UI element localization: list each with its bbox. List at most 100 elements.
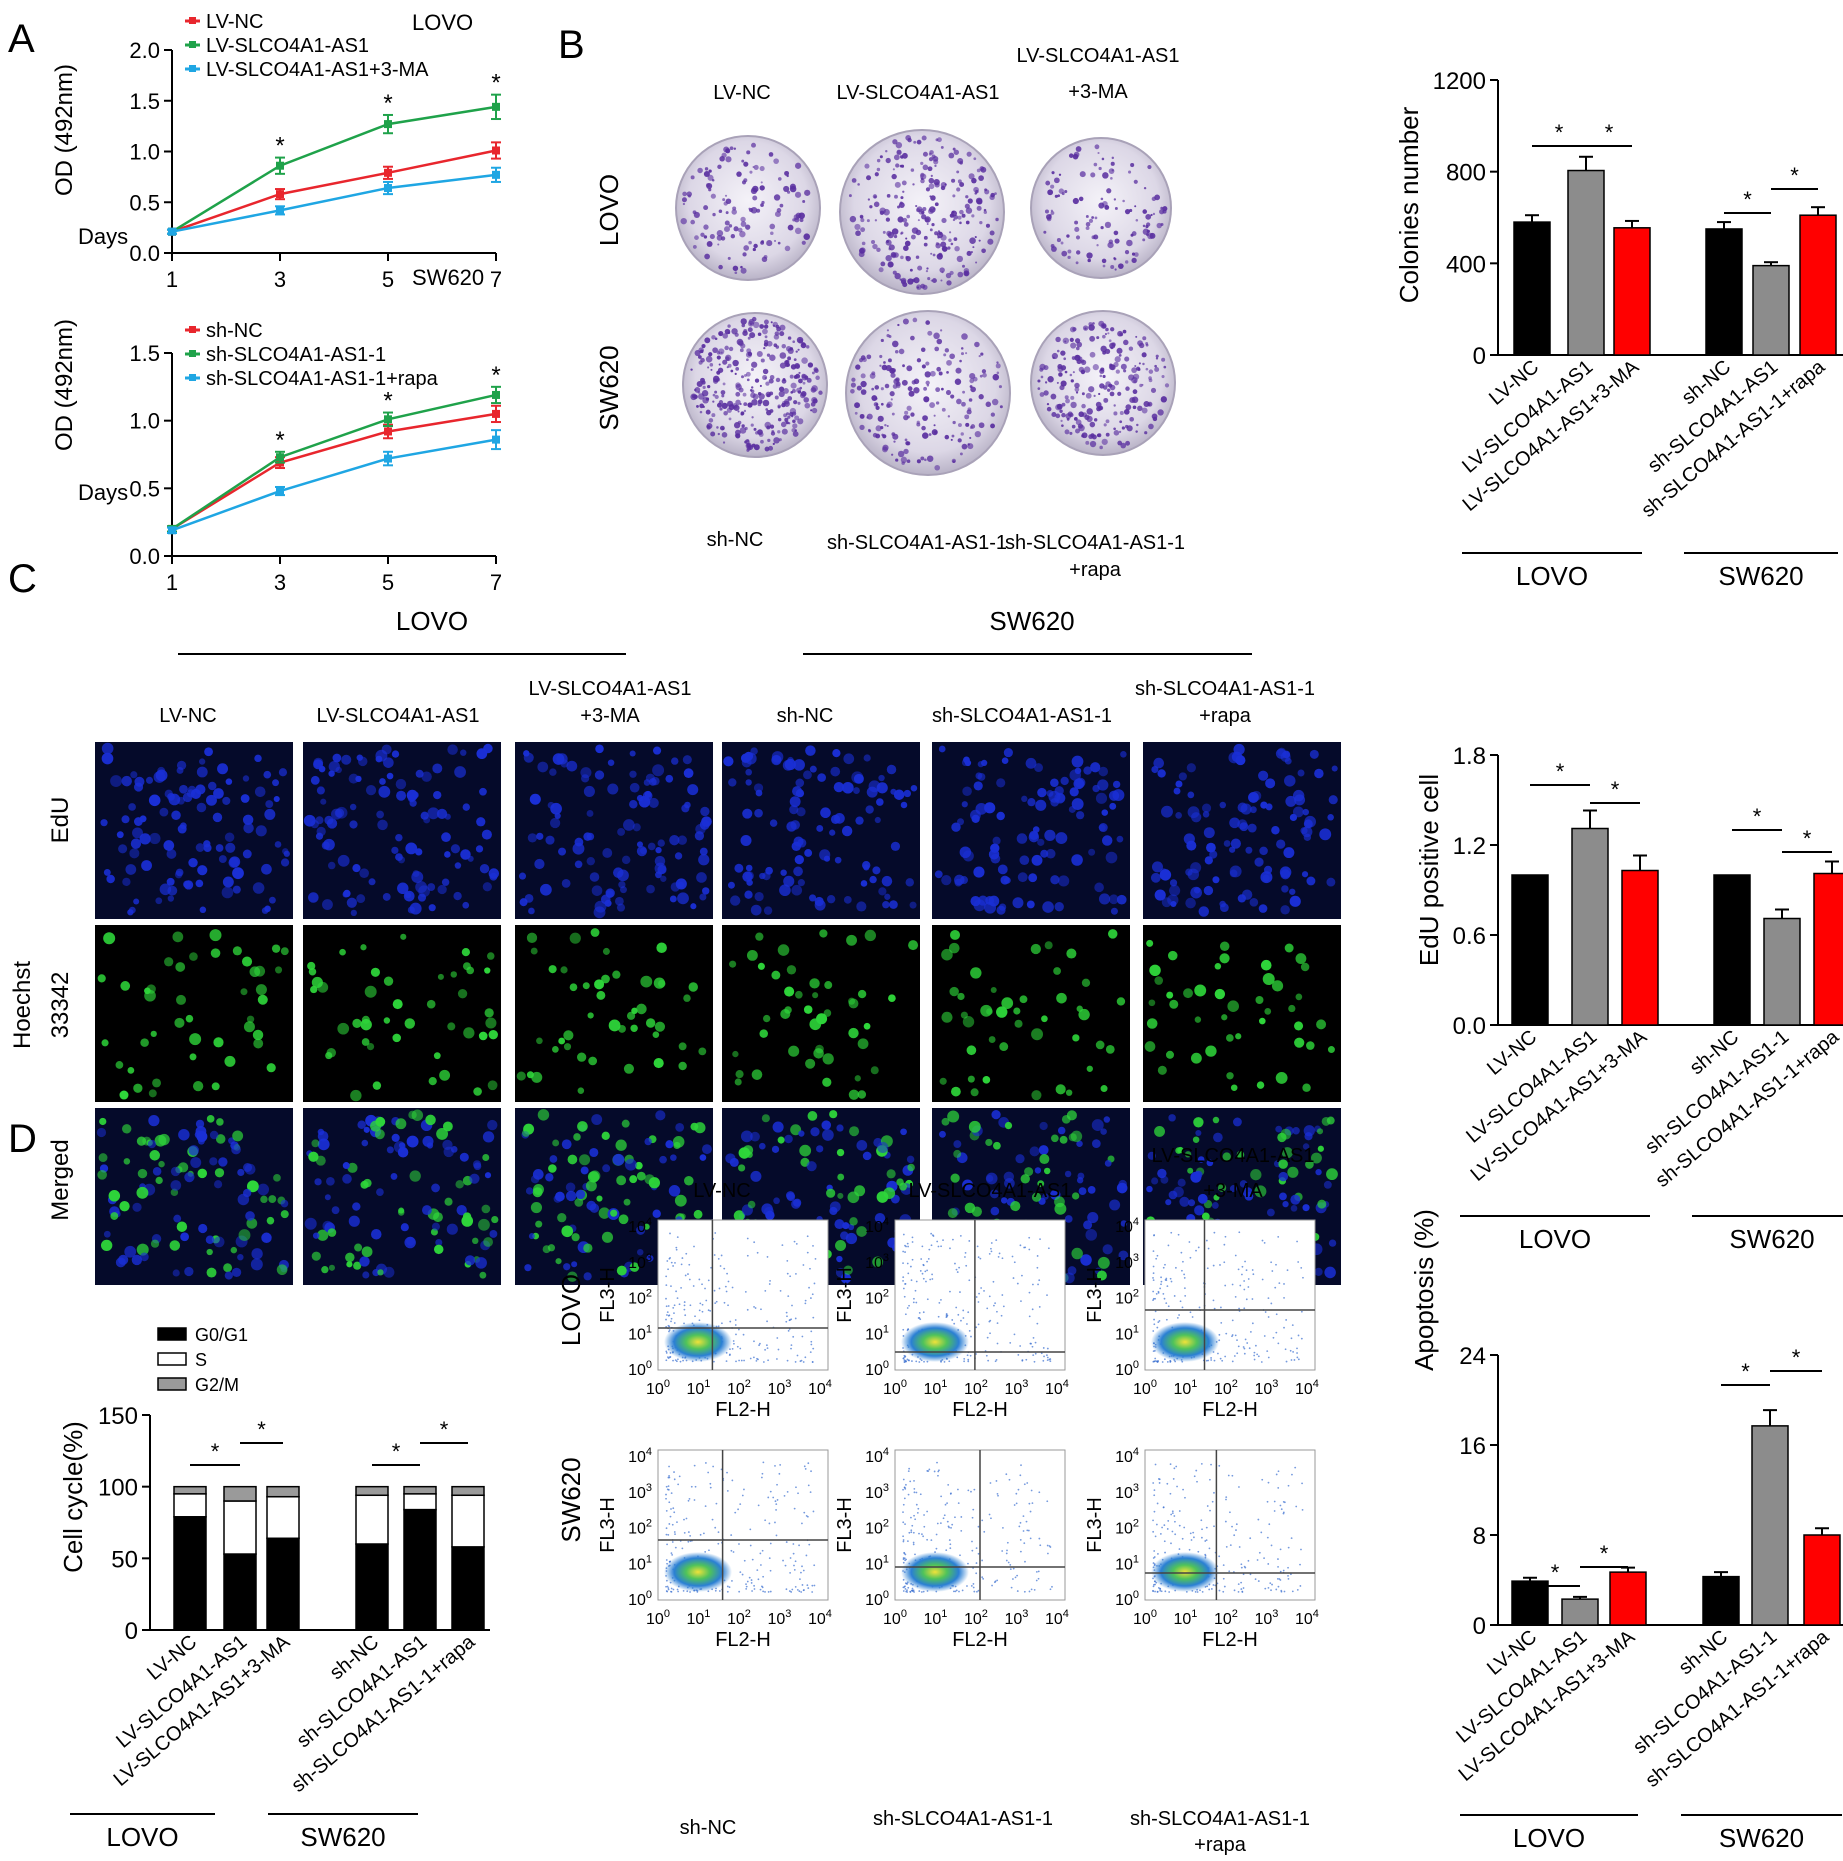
- flow-event: [1164, 1551, 1166, 1554]
- cell-nucleus: [355, 775, 362, 783]
- flow-event: [1032, 1354, 1035, 1357]
- flow-event: [787, 1295, 790, 1298]
- colony: [885, 254, 892, 262]
- cell-nucleus: [1178, 772, 1187, 781]
- cell-nucleus: [732, 1050, 739, 1058]
- colony: [763, 324, 769, 329]
- flow-event: [1162, 1292, 1165, 1295]
- flow-event: [1274, 1286, 1277, 1289]
- flow-event: [913, 1480, 915, 1482]
- colony: [1088, 322, 1093, 327]
- colony: [733, 147, 737, 150]
- flow-event: [668, 1474, 670, 1477]
- cell-nucleus: [997, 864, 1008, 875]
- y-tick-label: 103: [1115, 1252, 1139, 1272]
- colony: [904, 410, 909, 415]
- y-axis-label: FL3-H: [1084, 1497, 1106, 1553]
- data-point: [276, 206, 284, 215]
- flow-event: [1292, 1351, 1295, 1353]
- cell-nucleus: [370, 967, 380, 977]
- tick-exponent: 2: [883, 1288, 889, 1300]
- colony: [1123, 369, 1127, 373]
- flow-event: [916, 1511, 919, 1514]
- cell-nucleus: [255, 825, 267, 837]
- flow-event: [1157, 1478, 1160, 1480]
- flow-event: [676, 1588, 679, 1591]
- colony: [1130, 163, 1135, 168]
- od-line-chart-lovo: LOVO OD (492nm) Days 0.00.51.01.52.01 3 5 7…: [51, 10, 502, 292]
- cell-nucleus: [1240, 803, 1252, 815]
- cell-nucleus: [1078, 1008, 1090, 1021]
- panel-letter-c: C: [8, 557, 37, 601]
- cell-nucleus: [1302, 808, 1309, 816]
- x-tick-label: 100: [646, 1378, 670, 1398]
- flow-event: [681, 1257, 684, 1259]
- cell-nucleus: [1256, 1081, 1265, 1089]
- cell-nucleus: [237, 1253, 244, 1261]
- colony: [954, 378, 962, 385]
- cell-nucleus: [1316, 1128, 1324, 1135]
- colony: [965, 220, 970, 225]
- cell-nucleus: [1187, 791, 1195, 799]
- colony: [735, 383, 742, 391]
- flow-event: [683, 1301, 686, 1303]
- colony: [1145, 367, 1149, 371]
- flow-event: [1010, 1586, 1013, 1589]
- flow-event: [757, 1578, 760, 1581]
- cell-nucleus: [577, 1087, 585, 1094]
- colony: [996, 371, 1000, 375]
- colony: [959, 452, 963, 456]
- cell-nucleus: [96, 1127, 107, 1138]
- colony: [967, 198, 973, 204]
- column-label-sh-as1-rapa-line1: sh-SLCO4A1-AS1-1: [1135, 678, 1315, 700]
- flow-event: [1158, 1320, 1161, 1322]
- cell-nucleus: [656, 942, 667, 954]
- data-point: [276, 190, 284, 199]
- colony: [934, 164, 937, 168]
- colony: [927, 277, 931, 281]
- flow-event: [1282, 1569, 1285, 1572]
- y-tick-label: 103: [1115, 1482, 1139, 1502]
- cell-nucleus: [830, 766, 841, 777]
- flow-event: [1249, 1573, 1252, 1576]
- cell-nucleus: [856, 1226, 867, 1237]
- colony: [781, 428, 788, 435]
- colony: [739, 230, 746, 238]
- cell-nucleus: [1219, 903, 1229, 912]
- colony: [1162, 206, 1168, 212]
- x-tick-label: 103: [1004, 1608, 1028, 1628]
- panel-letter-a: A: [8, 17, 35, 61]
- cell-nucleus: [1019, 995, 1028, 1004]
- flow-event: [1037, 1570, 1040, 1573]
- flow-event: [671, 1553, 674, 1556]
- flow-event: [905, 1558, 908, 1561]
- flow-event: [1238, 1307, 1240, 1310]
- colony: [893, 234, 898, 239]
- tick-exponent: 4: [883, 1216, 889, 1228]
- flow-event: [1275, 1473, 1278, 1476]
- cell-nucleus: [406, 1135, 419, 1148]
- colony: [928, 152, 932, 156]
- y-tick-label: 0.0: [129, 241, 160, 266]
- colony: [886, 329, 890, 332]
- flow-event: [804, 1302, 807, 1305]
- cell-nucleus: [1287, 1166, 1299, 1178]
- cell-nucleus: [1042, 1193, 1049, 1200]
- colony: [883, 361, 886, 364]
- flow-event: [1154, 1297, 1157, 1300]
- flow-density-cluster: [1151, 1552, 1219, 1592]
- significance-star: *: [1600, 1541, 1609, 1566]
- data-point: [492, 435, 500, 444]
- cell-nucleus: [1153, 757, 1164, 769]
- flow-event: [970, 1490, 972, 1493]
- flow-event: [785, 1541, 788, 1543]
- flow-event: [909, 1265, 912, 1268]
- flow-event: [1165, 1277, 1168, 1280]
- cell-nucleus: [242, 775, 250, 782]
- flow-event: [1168, 1591, 1171, 1593]
- colony: [885, 364, 892, 372]
- tick-exponent: 1: [704, 1378, 710, 1390]
- cell-nucleus: [524, 1264, 532, 1272]
- cell-nucleus: [1276, 839, 1286, 849]
- cell-nucleus: [145, 776, 154, 784]
